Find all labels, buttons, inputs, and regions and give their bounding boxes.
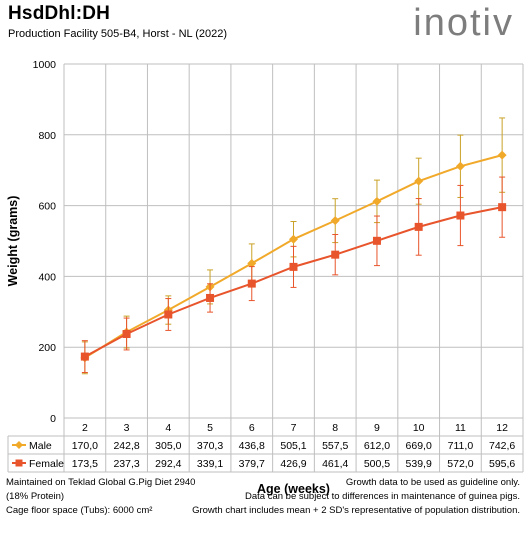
x-tick-label: 4 (165, 422, 171, 434)
table-value: 237,3 (113, 458, 139, 470)
table-value: 505,1 (280, 440, 306, 452)
logo-text: inotiv (413, 2, 514, 44)
table-value: 436,8 (239, 440, 265, 452)
table-value: 595,6 (489, 458, 515, 470)
chart-title: HsdDhl:DH (8, 3, 111, 24)
data-point-female (122, 329, 131, 338)
table-value: 572,0 (447, 458, 473, 470)
table-value: 500,5 (364, 458, 390, 470)
x-tick-label: 5 (207, 422, 213, 434)
table-value: 379,7 (239, 458, 265, 470)
footer-right: Growth data to be used as guideline only… (192, 476, 520, 518)
data-point-female (331, 250, 340, 259)
table-value: 173,5 (72, 458, 98, 470)
data-point-female (80, 352, 89, 361)
legend-label: Male (29, 440, 52, 452)
distribution-note: Growth chart includes mean + 2 SD's repr… (192, 505, 520, 516)
table-value: 557,5 (322, 440, 348, 452)
x-tick-label: 6 (249, 422, 255, 434)
data-point-female (164, 310, 173, 319)
table-value: 669,0 (406, 440, 432, 452)
data-point-female (372, 236, 381, 245)
table-value: 292,4 (155, 458, 181, 470)
inotiv-logo: inotiv (410, 2, 520, 44)
data-point-male (372, 196, 382, 206)
data-point-male (330, 216, 340, 226)
y-tick-label: 1000 (33, 59, 57, 71)
data-point-female (247, 279, 256, 288)
y-axis-label: Weight (grams) (6, 196, 20, 287)
legend-marker-diamond (15, 441, 23, 449)
y-tick-label: 200 (38, 342, 56, 354)
data-point-male (414, 176, 424, 186)
x-tick-label: 10 (413, 422, 425, 434)
table-value: 370,3 (197, 440, 223, 452)
y-tick-label: 400 (38, 271, 56, 283)
x-tick-label: 11 (455, 422, 466, 434)
legend-marker-square (15, 459, 23, 467)
data-point-male (247, 258, 257, 268)
chart-subtitle: Production Facility 505-B4, Horst - NL (… (8, 28, 228, 40)
data-point-male (455, 161, 465, 171)
data-point-male (497, 150, 507, 160)
data-point-female (206, 293, 215, 302)
data-point-female (498, 203, 507, 212)
table-value: 539,9 (406, 458, 432, 470)
x-tick-label: 3 (124, 422, 130, 434)
table-value: 461,4 (322, 458, 348, 470)
y-tick-label: 600 (38, 201, 56, 213)
table-value: 711,0 (448, 440, 474, 452)
x-axis-label: Age (weeks) (257, 482, 330, 496)
x-tick-label: 2 (82, 422, 88, 434)
table-value: 170,0 (72, 440, 98, 452)
x-tick-label: 9 (374, 422, 380, 434)
table-value: 426,9 (280, 458, 306, 470)
cage-space-note: Cage floor space (Tubs): 6000 cm² (6, 505, 153, 516)
x-tick-label: 7 (291, 422, 297, 434)
data-point-female (414, 222, 423, 231)
y-tick-label: 0 (50, 413, 56, 425)
data-point-male (289, 234, 298, 244)
data-point-female (456, 211, 465, 220)
table-value: 242,8 (113, 440, 139, 452)
guideline-note: Growth data to be used as guideline only… (345, 477, 520, 488)
table-value: 742,6 (489, 440, 515, 452)
table-value: 305,0 (155, 440, 181, 452)
x-tick-label: 12 (496, 422, 508, 434)
diet-note: Maintained on Teklad Global G.Pig Diet 2… (6, 477, 196, 488)
maintenance-note: Data can be subject to differences in ma… (245, 491, 520, 502)
data-point-female (289, 262, 298, 271)
legend-label: Female (29, 458, 64, 470)
y-tick-label: 800 (38, 130, 56, 142)
x-tick-label: 8 (332, 422, 338, 434)
protein-note: (18% Protein) (6, 491, 65, 502)
table-value: 612,0 (364, 440, 390, 452)
footer-left: Maintained on Teklad Global G.Pig Diet 2… (6, 476, 195, 518)
table-value: 339,1 (197, 458, 223, 470)
